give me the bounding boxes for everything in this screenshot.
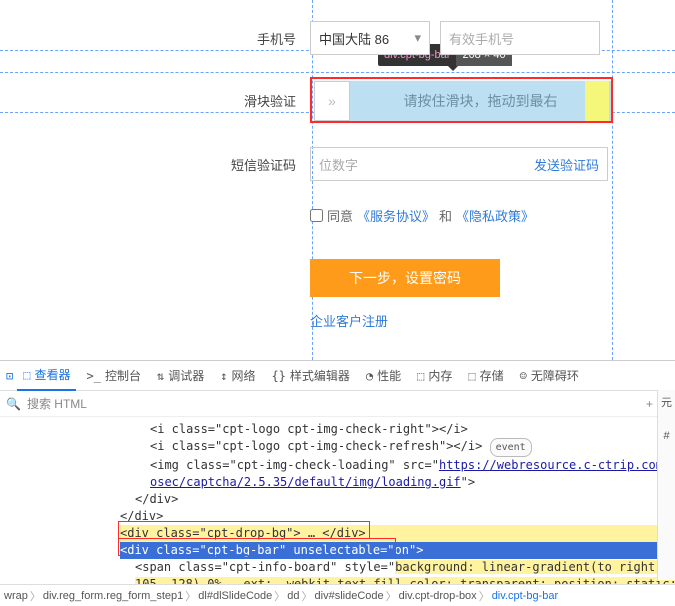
page-preview: div.cpt-bg-bar 268 × 40 手机号 中国大陆 86 ▾ 有效… [0,0,675,360]
phone-label: 手机号 [0,29,310,48]
inspect-icon[interactable]: ⊡ [6,369,13,383]
devtools-search-row: 🔍 搜索 HTML + ✎ [0,391,675,417]
privacy-link[interactable]: 《隐私政策》 [456,206,534,225]
breadcrumb-item[interactable]: div.cpt-drop-box [399,590,477,602]
html-search-input[interactable]: 搜索 HTML [27,395,87,412]
slider-label: 滑块验证 [0,91,310,110]
breadcrumb-item[interactable]: div.cpt-bg-bar [492,590,558,602]
search-icon: 🔍 [6,397,21,411]
slider-captcha: » 请按住滑块，拖动到最右 [310,77,613,123]
chevron-down-icon: ▾ [414,30,421,46]
slider-end-zone [585,81,609,121]
devtools-tab[interactable]: ⬚存储 [462,361,509,391]
devtools-tab[interactable]: {}样式编辑器 [265,361,355,391]
slider-handle[interactable]: » [314,81,350,121]
devtools-tab[interactable]: ⬚内存 [411,361,458,391]
highlight-box-1 [118,521,370,539]
devtools-tabs: ⊡ ⬚查看器>_控制台⇅调试器↕网络{}样式编辑器◔性能⬚内存⬚存储☺无障碍环 [0,361,675,391]
devtools-tab[interactable]: ↕网络 [214,361,261,391]
enterprise-link[interactable]: 企业客户注册 [310,311,675,330]
breadcrumb-item[interactable]: wrap [4,590,28,602]
country-select[interactable]: 中国大陆 86 ▾ [310,21,430,55]
slider-text: 请按住滑块，拖动到最右 [350,91,611,111]
phone-input[interactable]: 有效手机号 [440,21,600,55]
devtools-tab[interactable]: ☺无障碍环 [514,361,585,391]
breadcrumb-item[interactable]: dd [287,590,299,602]
dom-tree[interactable]: <i class="cpt-logo cpt-img-check-right">… [0,417,675,584]
devtools-tab[interactable]: ◔性能 [360,361,407,391]
breadcrumb-item[interactable]: div#slideCode [315,590,384,602]
devtools-panel: ⊡ ⬚查看器>_控制台⇅调试器↕网络{}样式编辑器◔性能⬚内存⬚存储☺无障碍环 🔍… [0,360,675,606]
agree-checkbox[interactable] [310,209,323,222]
sms-code-input[interactable]: 位数字 发送验证码 [310,147,608,181]
highlight-box-2 [118,538,396,556]
next-step-button[interactable]: 下一步，设置密码 [310,259,500,297]
breadcrumb[interactable]: wrap 〉 div.reg_form.reg_form_step1 〉 dl#… [0,584,675,606]
devtools-tab[interactable]: ⇅调试器 [151,361,210,391]
send-code-link[interactable]: 发送验证码 [534,155,599,174]
registration-form: 手机号 中国大陆 86 ▾ 有效手机号 滑块验证 » 请按住滑块，拖动到最右 [0,0,675,330]
devtools-tab[interactable]: ⬚查看器 [17,361,76,391]
devtools-side-tabs[interactable]: 元 # [657,390,675,580]
tos-link[interactable]: 《服务协议》 [357,206,435,225]
plus-icon[interactable]: + [646,397,653,411]
sms-label: 短信验证码 [0,155,310,174]
agree-row: 同意 《服务协议》 和 《隐私政策》 [310,206,675,225]
breadcrumb-item[interactable]: dl#dlSlideCode [198,590,272,602]
devtools-tab[interactable]: >_控制台 [80,361,146,391]
breadcrumb-item[interactable]: div.reg_form.reg_form_step1 [43,590,183,602]
slider-bar: » 请按住滑块，拖动到最右 [314,81,611,121]
